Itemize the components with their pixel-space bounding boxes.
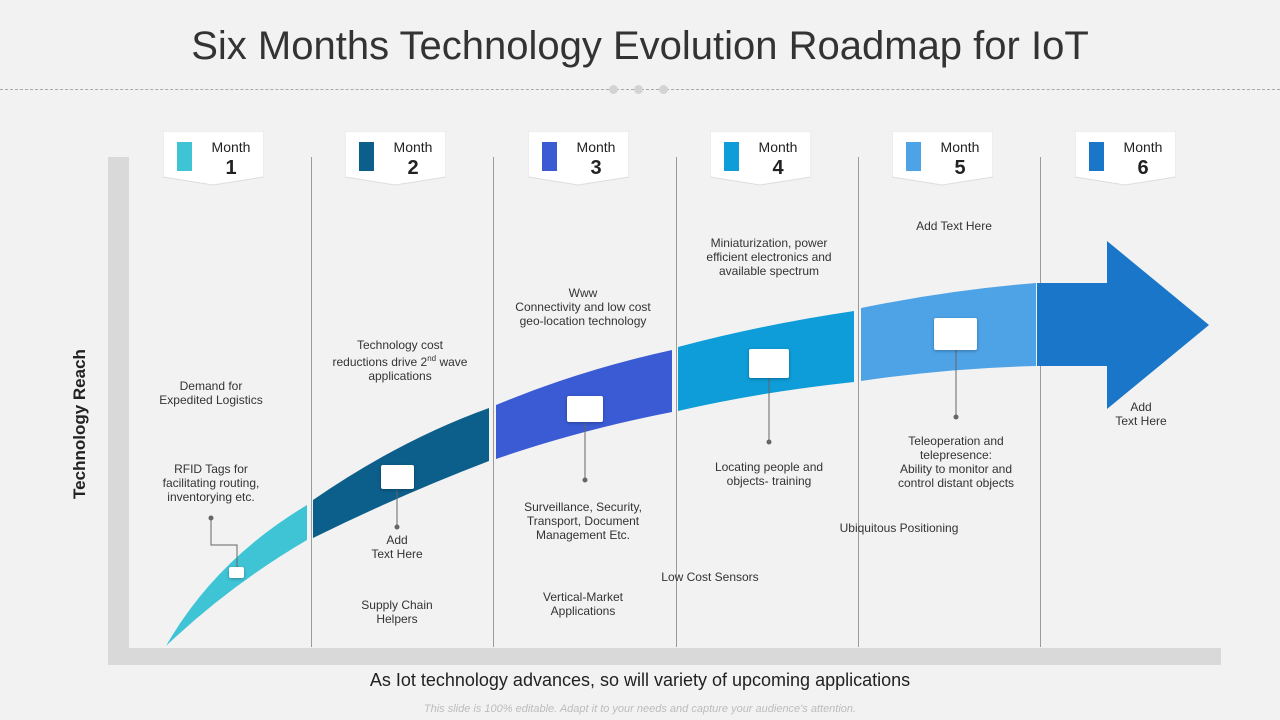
curve-card: [749, 349, 789, 378]
x-axis-label: As Iot technology advances, so will vari…: [369, 670, 911, 690]
page-title: Six Months Technology Evolution Roadmap …: [191, 24, 1089, 68]
annotation-locating: Locating people and objects- training: [714, 460, 824, 488]
curve-card: [934, 318, 977, 350]
annotation-rfid: RFID Tags for facilitating routing, invent…: [162, 462, 260, 504]
curve-card: [567, 396, 603, 422]
annotation-supply-chain: Supply Chain Helpers: [361, 598, 433, 626]
month-number: 2: [407, 157, 419, 179]
annotation-add-text-2: Add Text Here: [371, 533, 423, 561]
month-label: Month: [940, 139, 980, 155]
month-color-swatch: [542, 142, 557, 171]
month-number: 5: [954, 157, 966, 179]
annotation-vertical-market: Vertical-Market Applications: [542, 590, 624, 618]
month-color-swatch: [724, 142, 739, 171]
footer-note: This slide is 100% editable. Adapt it to…: [423, 703, 857, 715]
curve-card: [229, 567, 244, 578]
annotation-ubiquitous: Ubiquitous Positioning: [839, 521, 959, 535]
connector-dot: [766, 439, 772, 445]
curve-arrowhead: [1037, 241, 1209, 409]
month-label: Month: [758, 139, 798, 155]
month-5-tag: Month 5: [892, 131, 993, 186]
connector-dot: [582, 477, 588, 483]
month-number: 6: [1137, 157, 1149, 179]
month-1-tag: Month 1: [163, 131, 264, 186]
annotation-add-text-6: Add Text Here: [1115, 400, 1167, 428]
month-color-swatch: [906, 142, 921, 171]
annotation-low-cost-sensors: Low Cost Sensors: [661, 570, 759, 584]
month-label: Month: [393, 139, 433, 155]
annotation-surveillance: Surveillance, Security, Transport, Docume…: [524, 500, 642, 542]
divider-dot: [609, 85, 618, 94]
month-divider: [676, 157, 677, 647]
month-divider: [493, 157, 494, 647]
month-divider: [858, 157, 859, 647]
month-number: 3: [590, 157, 602, 179]
month-4-tag: Month 4: [710, 131, 811, 186]
month-number: 1: [225, 157, 237, 179]
curve-card: [381, 465, 414, 489]
month-label: Month: [1123, 139, 1163, 155]
annotation-www: Www Connectivity and low cost geo-location…: [515, 286, 651, 328]
connector-dot: [394, 524, 400, 530]
connector-dot: [953, 414, 959, 420]
annotation-add-text-5: Add Text Here: [916, 219, 992, 233]
connector-dot: [208, 515, 214, 521]
month-divider: [1040, 157, 1041, 647]
month-label: Month: [576, 139, 616, 155]
divider-dot: [634, 85, 643, 94]
month-number: 4: [772, 157, 784, 179]
month-color-swatch: [177, 142, 192, 171]
month-color-swatch: [359, 142, 374, 171]
month-label: Month: [211, 139, 251, 155]
month-3-tag: Month 3: [528, 131, 629, 186]
month-6-tag: Month 6: [1075, 131, 1176, 186]
x-axis-bar: [108, 648, 1221, 665]
divider-dot: [659, 85, 668, 94]
annotation-teleoperation: Teleoperation and telepresence: Ability to…: [897, 434, 1015, 490]
annotation-miniaturization: Miniaturization, power efficient electron…: [706, 236, 832, 278]
month-color-swatch: [1089, 142, 1104, 171]
annotation-tech-cost: Technology cost reductions drive 2nd wav…: [332, 338, 468, 383]
annotation-demand: Demand for Expedited Logistics: [159, 379, 263, 407]
month-divider: [311, 157, 312, 647]
month-2-tag: Month 2: [345, 131, 446, 186]
connector-line: [210, 518, 238, 570]
y-axis-bar: [108, 157, 129, 665]
